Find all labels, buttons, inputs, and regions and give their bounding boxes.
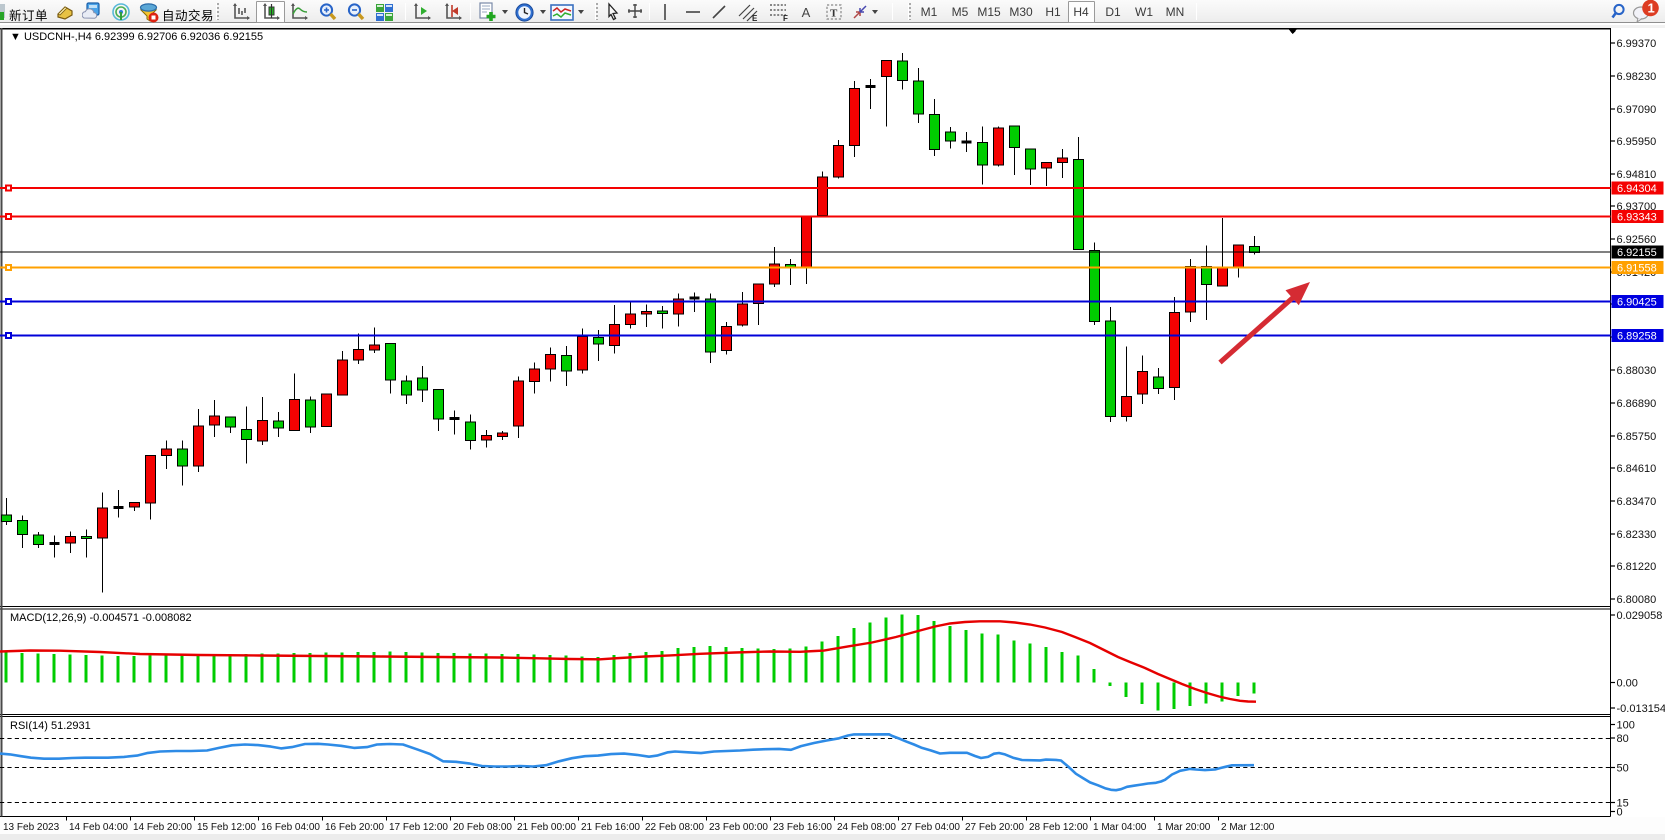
svg-text:6.86890: 6.86890 bbox=[1617, 398, 1657, 410]
svg-text:1 Mar 04:00: 1 Mar 04:00 bbox=[1093, 822, 1147, 833]
svg-text:16 Feb 04:00: 16 Feb 04:00 bbox=[261, 822, 320, 833]
svg-text:0.029058: 0.029058 bbox=[1617, 610, 1663, 622]
svg-text:21 Feb 16:00: 21 Feb 16:00 bbox=[581, 822, 640, 833]
svg-text:50: 50 bbox=[1617, 762, 1629, 774]
svg-text:20 Feb 08:00: 20 Feb 08:00 bbox=[453, 822, 512, 833]
svg-text:21 Feb 00:00: 21 Feb 00:00 bbox=[517, 822, 576, 833]
svg-text:100: 100 bbox=[1617, 719, 1635, 731]
svg-text:6.88030: 6.88030 bbox=[1617, 365, 1657, 377]
svg-text:1 Mar 20:00: 1 Mar 20:00 bbox=[1157, 822, 1211, 833]
svg-text:6.98230: 6.98230 bbox=[1617, 71, 1657, 83]
svg-text:MACD(12,26,9) -0.004571 -0.008: MACD(12,26,9) -0.004571 -0.008082 bbox=[10, 612, 192, 624]
svg-text:13 Feb 2023: 13 Feb 2023 bbox=[3, 822, 60, 833]
svg-text:15 Feb 12:00: 15 Feb 12:00 bbox=[197, 822, 256, 833]
svg-text:6.97090: 6.97090 bbox=[1617, 104, 1657, 116]
svg-text:27 Feb 20:00: 27 Feb 20:00 bbox=[965, 822, 1024, 833]
svg-text:2 Mar 12:00: 2 Mar 12:00 bbox=[1221, 822, 1275, 833]
svg-text:0: 0 bbox=[1617, 806, 1623, 818]
svg-text:6.89258: 6.89258 bbox=[1617, 331, 1657, 343]
svg-text:6.99370: 6.99370 bbox=[1617, 38, 1657, 50]
svg-text:6.95950: 6.95950 bbox=[1617, 136, 1657, 148]
svg-text:6.90425: 6.90425 bbox=[1617, 297, 1657, 309]
svg-text:6.92155: 6.92155 bbox=[1617, 247, 1657, 259]
svg-text:▼ USDCNH-,H4 6.92399 6.92706: ▼ USDCNH-,H4 6.92399 6.92706 6.92036 6.9… bbox=[10, 31, 263, 43]
svg-text:17 Feb 12:00: 17 Feb 12:00 bbox=[389, 822, 448, 833]
svg-text:-0.013154: -0.013154 bbox=[1617, 703, 1665, 715]
svg-text:22 Feb 08:00: 22 Feb 08:00 bbox=[645, 822, 704, 833]
svg-text:6.84610: 6.84610 bbox=[1617, 463, 1657, 475]
svg-text:6.93343: 6.93343 bbox=[1617, 212, 1657, 224]
svg-text:6.94810: 6.94810 bbox=[1617, 169, 1657, 181]
svg-text:0.00: 0.00 bbox=[1617, 677, 1638, 689]
svg-text:RSI(14) 51.2931: RSI(14) 51.2931 bbox=[10, 720, 91, 732]
svg-text:F: F bbox=[783, 14, 788, 22]
svg-text:15: 15 bbox=[1617, 797, 1629, 809]
svg-text:27 Feb 04:00: 27 Feb 04:00 bbox=[901, 822, 960, 833]
svg-text:6.92560: 6.92560 bbox=[1617, 234, 1657, 246]
svg-text:6.81220: 6.81220 bbox=[1617, 561, 1657, 573]
svg-text:24 Feb 08:00: 24 Feb 08:00 bbox=[837, 822, 896, 833]
svg-text:6.93700: 6.93700 bbox=[1617, 201, 1657, 213]
svg-text:14 Feb 20:00: 14 Feb 20:00 bbox=[133, 822, 192, 833]
svg-text:23 Feb 16:00: 23 Feb 16:00 bbox=[773, 822, 832, 833]
svg-text:28 Feb 12:00: 28 Feb 12:00 bbox=[1029, 822, 1088, 833]
svg-text:23 Feb 00:00: 23 Feb 00:00 bbox=[709, 822, 768, 833]
svg-text:6.94304: 6.94304 bbox=[1617, 183, 1657, 195]
svg-text:1: 1 bbox=[1648, 1, 1655, 16]
svg-text:6.80080: 6.80080 bbox=[1617, 594, 1657, 606]
svg-text:E: E bbox=[752, 14, 758, 22]
svg-text:6.82330: 6.82330 bbox=[1617, 529, 1657, 541]
svg-text:16 Feb 20:00: 16 Feb 20:00 bbox=[325, 822, 384, 833]
svg-text:6.91558: 6.91558 bbox=[1617, 263, 1657, 275]
svg-text:6.85750: 6.85750 bbox=[1617, 431, 1657, 443]
svg-text:T: T bbox=[830, 8, 838, 20]
svg-text:6.83470: 6.83470 bbox=[1617, 496, 1657, 508]
svg-text:14 Feb 04:00: 14 Feb 04:00 bbox=[69, 822, 128, 833]
svg-text:80: 80 bbox=[1617, 733, 1629, 745]
